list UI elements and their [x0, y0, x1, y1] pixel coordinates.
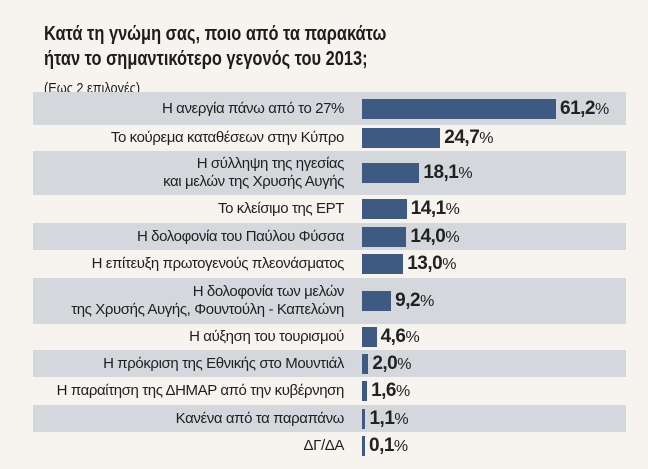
value-label: 0,1% — [369, 435, 408, 457]
bar — [362, 163, 420, 183]
category-label: Η σύλληψη της ηγεσίας και μελών της Χρυσή… — [163, 155, 344, 191]
category-label-line: Η ανεργία πάνω από το 27% — [161, 99, 344, 117]
bar-row: Η δολοφονία των μελών της Χρυσής Αυγής, Φ… — [33, 278, 626, 324]
value-label: 14,0% — [410, 226, 459, 248]
bar-row: Η σύλληψη της ηγεσίας και μελών της Χρυσή… — [33, 151, 626, 195]
category-label-line: Η πρόκριση της Εθνικής στο Μουντιάλ — [103, 354, 344, 372]
category-label-line: και μελών της Χρυσής Αυγής — [163, 173, 344, 190]
value-label: 2,0% — [372, 353, 411, 375]
value-label: 13,0% — [407, 253, 456, 275]
bar — [362, 291, 392, 311]
category-label-line: Η επίτευξη πρωτογενούς πλεονάσματος — [91, 255, 345, 272]
value-number: 1,1 — [369, 407, 395, 429]
value-number: 61,2 — [560, 97, 595, 119]
bar-row: Η επίτευξη πρωτογενούς πλεονάσματος 13,0% — [33, 250, 626, 278]
value-unit: % — [442, 256, 456, 273]
bar-row: ΔΓ/ΔΑ 0,1% — [33, 432, 626, 459]
value-label: 4,6% — [381, 326, 420, 348]
value-unit: % — [458, 165, 473, 182]
chart-title-line: ήταν το σημαντικότερο γεγονός του 2013; — [44, 48, 368, 70]
value-number: 4,6 — [380, 326, 406, 347]
category-label: Η ανεργία πάνω από το 27% — [162, 100, 344, 118]
category-label: Η αύξηση του τουρισμού — [189, 328, 344, 346]
value-unit: % — [395, 383, 410, 400]
value-unit: % — [393, 437, 408, 455]
value-number: 13,0 — [407, 253, 443, 274]
value-number: 14,0 — [410, 225, 446, 247]
bar — [362, 435, 365, 456]
category-label: Η επίτευξη πρωτογενούς πλεονάσματος — [91, 255, 345, 273]
bar-row: Το κλείσιμο της ΕΡΤ 14,1% — [33, 195, 626, 223]
value-unit: % — [445, 228, 460, 246]
bar — [362, 199, 407, 219]
value-unit: % — [445, 201, 460, 218]
category-label-line: ΔΓ/ΔΑ — [303, 436, 345, 454]
bar-row: Κανένα από τα παραπάνω 1,1% — [33, 405, 626, 432]
value-number: 18,1 — [423, 162, 459, 183]
category-label: Η παραίτηση της ΔΗΜΑΡ από την κυβέρνηση — [56, 382, 345, 400]
bar-row: Η παραίτηση της ΔΗΜΑΡ από την κυβέρνηση 1… — [33, 377, 626, 405]
value-label: 24,7% — [444, 127, 493, 149]
category-label-line: Το κούρεμα καταθέσεων στην Κύπρο — [110, 129, 345, 146]
value-number: 0,1 — [369, 434, 394, 456]
value-label: 9,2% — [395, 290, 434, 312]
value-unit: % — [420, 293, 434, 310]
value-label: 1,1% — [369, 408, 408, 430]
category-label-line: Η σύλληψη της ηγεσίας — [196, 155, 345, 172]
category-label-line: Η αύξηση του τουρισμού — [189, 328, 344, 345]
value-unit: % — [397, 355, 411, 373]
value-label: 18,1% — [423, 162, 472, 184]
category-label-line: της Χρυσής Αυγής, Φουντούλη - Καπελώνη — [71, 301, 344, 318]
bar — [362, 381, 368, 401]
value-unit: % — [394, 410, 409, 428]
bar — [362, 254, 404, 274]
bar-row: Η ανεργία πάνω από το 27% 61,2% — [33, 92, 626, 125]
category-label: ΔΓ/ΔΑ — [303, 436, 345, 455]
category-label: Κανένα από τα παραπάνω — [175, 409, 345, 428]
value-unit: % — [594, 100, 609, 118]
category-label-line: Η δολοφονία του Παύλου Φύσσα — [136, 227, 344, 245]
category-label-line: Κανένα από τα παραπάνω — [175, 409, 345, 427]
bar-row: Το κούρεμα καταθέσεων στην Κύπρο 24,7% — [33, 125, 626, 151]
category-label-line: Η παραίτηση της ΔΗΜΑΡ από την κυβέρνηση — [56, 382, 345, 399]
bar — [362, 128, 441, 148]
bar — [362, 408, 366, 429]
value-label: 14,1% — [411, 198, 460, 220]
category-label-line: Η δολοφονία των μελών — [192, 283, 345, 300]
chart-title: Κατά τη γνώμη σας, ποιο από τα παρακάτω … — [44, 22, 386, 72]
bar — [362, 353, 369, 374]
value-unit: % — [479, 130, 494, 147]
value-number: 24,7 — [444, 127, 480, 148]
chart-title-line: Κατά τη γνώμη σας, ποιο από τα παρακάτω — [44, 23, 387, 45]
bar — [362, 327, 377, 347]
bar-row: Η αύξηση του τουρισμού 4,6% — [33, 324, 626, 350]
category-label: Η δολοφονία του Παύλου Φύσσα — [137, 228, 344, 246]
value-label: 61,2% — [560, 98, 609, 120]
bar — [362, 226, 407, 247]
bar — [362, 98, 556, 119]
category-label: Το κούρεμα καταθέσεων στην Κύπρο — [110, 129, 345, 147]
value-number: 14,1 — [410, 198, 446, 219]
category-label-line: Το κλείσιμο της ΕΡΤ — [217, 200, 344, 217]
value-unit: % — [405, 329, 420, 346]
value-number: 2,0 — [372, 352, 398, 374]
value-number: 9,2 — [395, 290, 421, 311]
value-label: 1,6% — [371, 380, 410, 402]
value-number: 1,6 — [371, 380, 396, 401]
category-label: Η δολοφονία των μελών της Χρυσής Αυγής, Φ… — [71, 283, 344, 319]
category-label: Το κλείσιμο της ΕΡΤ — [218, 200, 344, 218]
bar-row: Η πρόκριση της Εθνικής στο Μουντιάλ 2,0% — [33, 350, 626, 377]
bar-row: Η δολοφονία του Παύλου Φύσσα 14,0% — [33, 223, 626, 250]
category-label: Η πρόκριση της Εθνικής στο Μουντιάλ — [103, 355, 344, 373]
